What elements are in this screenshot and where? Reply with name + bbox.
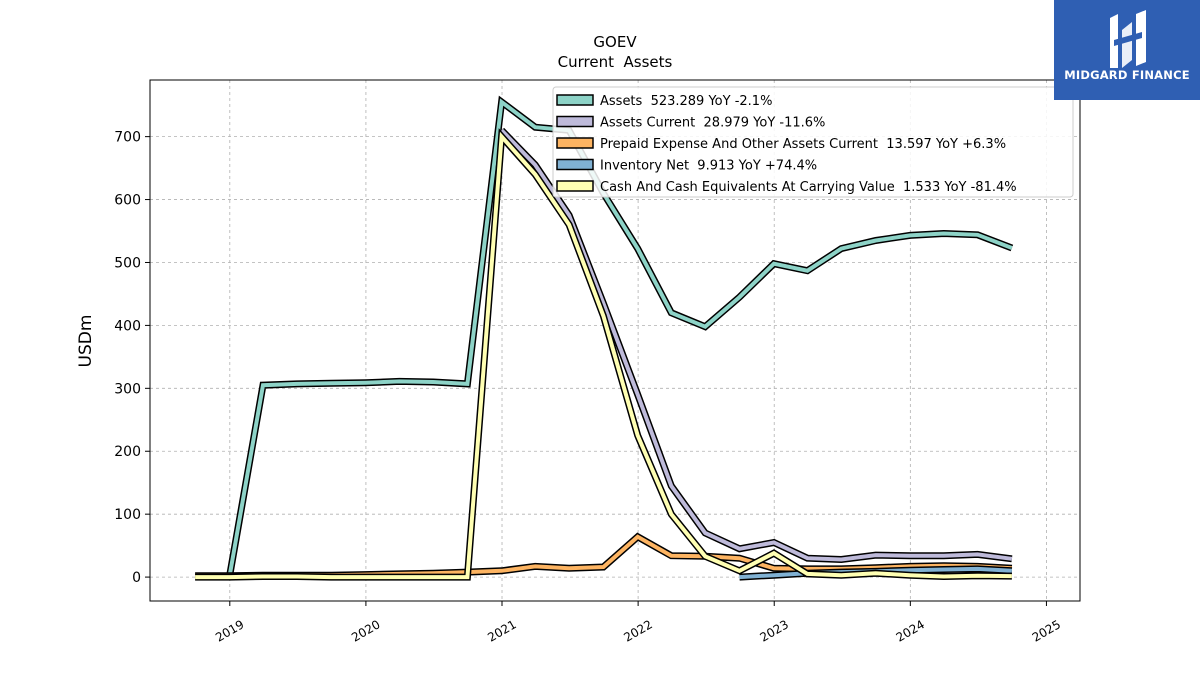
- x-axis: 2019 2020 2021 2022 2023 2024 2025: [213, 601, 1063, 645]
- legend-swatch: [556, 94, 594, 106]
- y-tick-label: 100: [114, 507, 141, 523]
- x-tick-label: 2025: [1030, 617, 1063, 644]
- legend-swatch: [556, 137, 594, 149]
- x-tick-label: 2022: [621, 617, 654, 644]
- x-tick-label: 2019: [213, 617, 246, 644]
- legend-label: Assets Current 28.979 YoY -11.6%: [600, 116, 825, 131]
- y-tick-label: 200: [114, 444, 141, 460]
- legend: Assets 523.289 YoY -2.1% Assets Current 2…: [552, 86, 1074, 198]
- x-tick-label: 2024: [894, 617, 927, 644]
- legend-label: Inventory Net 9.913 YoY +74.4%: [600, 159, 817, 174]
- legend-swatch: [556, 158, 594, 171]
- legend-swatch: [556, 180, 594, 192]
- legend-swatch: [556, 115, 594, 128]
- series-stroke: [227, 98, 1013, 578]
- series-outline: [195, 128, 1012, 581]
- y-tick-label: 500: [114, 255, 141, 271]
- legend-label: Cash And Cash Equivalents At Carrying Va…: [600, 180, 1017, 195]
- x-tick-label: 2023: [757, 617, 790, 644]
- y-tick-label: 600: [114, 193, 141, 209]
- legend-label: Assets 523.289 YoY -2.1%: [600, 94, 772, 109]
- y-tick-label: 400: [114, 318, 141, 334]
- series-line: [195, 128, 1012, 581]
- series-stroke: [195, 131, 1012, 580]
- y-axis-label: USDm: [76, 315, 96, 368]
- legend-box: [552, 86, 1074, 198]
- y-tick-label: 0: [132, 570, 141, 586]
- legend-label: Prepaid Expense And Other Assets Current…: [600, 137, 1006, 152]
- series-line: [225, 95, 1014, 578]
- chart-title: GOEV: [593, 33, 637, 51]
- y-tick-label: 700: [114, 130, 141, 146]
- plot-frame: [149, 79, 1081, 602]
- series-line: [499, 127, 1013, 564]
- chart-subtitle: Current Assets: [558, 53, 673, 71]
- x-tick-label: 2021: [485, 617, 518, 644]
- y-tick-label: 300: [114, 381, 141, 397]
- plot-lines: [195, 95, 1014, 581]
- y-axis: 0 100 200 300 400 500 600 700: [114, 130, 150, 586]
- brand-logo: MIDGARD FINANCE: [1054, 0, 1200, 100]
- x-tick-label: 2020: [349, 617, 382, 644]
- brand-name: MIDGARD FINANCE: [1064, 68, 1190, 82]
- midgard-logo-icon: [1110, 10, 1146, 68]
- series-stroke: [500, 128, 1013, 562]
